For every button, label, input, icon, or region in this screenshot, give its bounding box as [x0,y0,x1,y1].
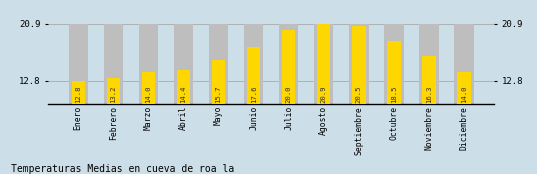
Bar [282,30,295,172]
Text: 18.5: 18.5 [391,85,397,103]
Bar [384,23,404,172]
Bar [314,23,333,172]
Bar [177,70,190,172]
Bar [209,23,228,172]
Bar [387,41,401,172]
Bar [244,23,263,172]
Bar [104,23,123,172]
Text: 20.0: 20.0 [286,85,292,103]
Bar [458,73,471,172]
Text: 15.7: 15.7 [215,85,222,103]
Text: 14.4: 14.4 [180,85,186,103]
Text: 14.0: 14.0 [461,85,467,103]
Bar [142,73,155,172]
Bar [139,23,158,172]
Text: Temperaturas Medias en cueva de roa la: Temperaturas Medias en cueva de roa la [11,164,234,174]
Bar [454,23,474,172]
Bar [423,56,436,172]
Bar [247,47,260,172]
Text: 13.2: 13.2 [110,85,117,103]
Bar [174,23,193,172]
Bar [317,23,330,172]
Bar [71,81,85,172]
Bar [419,23,439,172]
Bar [279,23,299,172]
Bar [352,26,366,172]
Text: 20.5: 20.5 [356,85,362,103]
Text: 17.6: 17.6 [251,85,257,103]
Bar [349,23,368,172]
Bar [69,23,88,172]
Text: 16.3: 16.3 [426,85,432,103]
Text: 12.8: 12.8 [75,85,81,103]
Text: 20.9: 20.9 [321,85,327,103]
Bar [212,60,225,172]
Text: 14.0: 14.0 [146,85,151,103]
Bar [107,78,120,172]
